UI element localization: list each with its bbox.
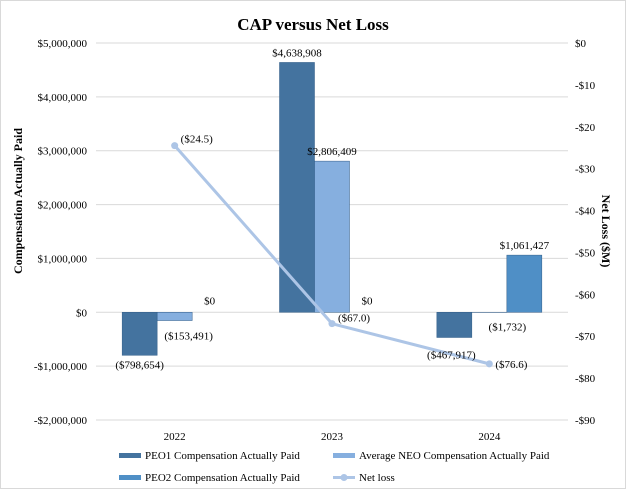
y2-tick-label: -$70 xyxy=(575,331,596,343)
bar xyxy=(280,62,315,312)
data-label: ($24.5) xyxy=(181,134,213,146)
y-tick-label: $0 xyxy=(76,307,88,319)
y2-tick-label: -$20 xyxy=(575,122,596,134)
bar xyxy=(157,312,192,320)
bar xyxy=(437,312,472,337)
line-point xyxy=(171,142,178,149)
x-tick-label: 2024 xyxy=(478,431,501,443)
y-tick-label: $2,000,000 xyxy=(38,200,88,212)
y2-tick-label: -$30 xyxy=(575,164,596,176)
y-tick-label: $3,000,000 xyxy=(38,146,88,158)
data-label: ($467,917) xyxy=(427,349,476,361)
y2-tick-label: $0 xyxy=(575,38,587,50)
y2-tick-label: -$90 xyxy=(575,415,596,427)
data-label: $0 xyxy=(204,295,216,307)
y2-tick-label: -$50 xyxy=(575,247,596,259)
bar xyxy=(507,255,542,312)
legend-label: PEO2 Compensation Actually Paid xyxy=(145,472,300,484)
bar xyxy=(315,161,350,312)
y-tick-label: $4,000,000 xyxy=(38,92,88,104)
data-label: $4,638,908 xyxy=(272,47,322,59)
legend-swatch xyxy=(119,475,141,480)
x-tick-label: 2022 xyxy=(164,431,186,443)
y-tick-label: -$1,000,000 xyxy=(34,361,88,373)
bar xyxy=(122,312,157,355)
data-label: ($76.6) xyxy=(495,359,527,371)
y2-tick-label: -$10 xyxy=(575,80,596,92)
legend-label: PEO1 Compensation Actually Paid xyxy=(145,450,300,462)
y2-axis-title: Net Loss ($M) xyxy=(599,195,613,268)
y-tick-label: $1,000,000 xyxy=(38,253,88,265)
data-label: ($153,491) xyxy=(164,331,213,343)
chart-title: CAP versus Net Loss xyxy=(237,15,389,34)
data-label: $0 xyxy=(362,295,374,307)
y-tick-label: $5,000,000 xyxy=(38,38,88,50)
data-label: ($1,732) xyxy=(489,321,527,333)
legend-label: Net loss xyxy=(359,472,395,484)
y-tick-label: -$2,000,000 xyxy=(34,415,88,427)
legend-swatch xyxy=(333,453,355,458)
y2-tick-label: -$80 xyxy=(575,373,596,385)
x-tick-label: 2023 xyxy=(321,431,344,443)
data-label: $1,061,427 xyxy=(500,240,550,252)
data-label: $2,806,409 xyxy=(307,146,357,158)
y2-tick-label: -$40 xyxy=(575,206,596,218)
legend-swatch xyxy=(119,453,141,458)
line-point xyxy=(486,360,493,367)
data-label: ($67.0) xyxy=(338,313,370,325)
data-label: ($798,654) xyxy=(115,359,164,371)
legend-label: Average NEO Compensation Actually Paid xyxy=(359,450,550,462)
legend-marker xyxy=(341,474,348,481)
y2-tick-label: -$60 xyxy=(575,289,596,301)
line-point xyxy=(329,320,336,327)
y-axis-title: Compensation Actually Paid xyxy=(11,128,25,274)
